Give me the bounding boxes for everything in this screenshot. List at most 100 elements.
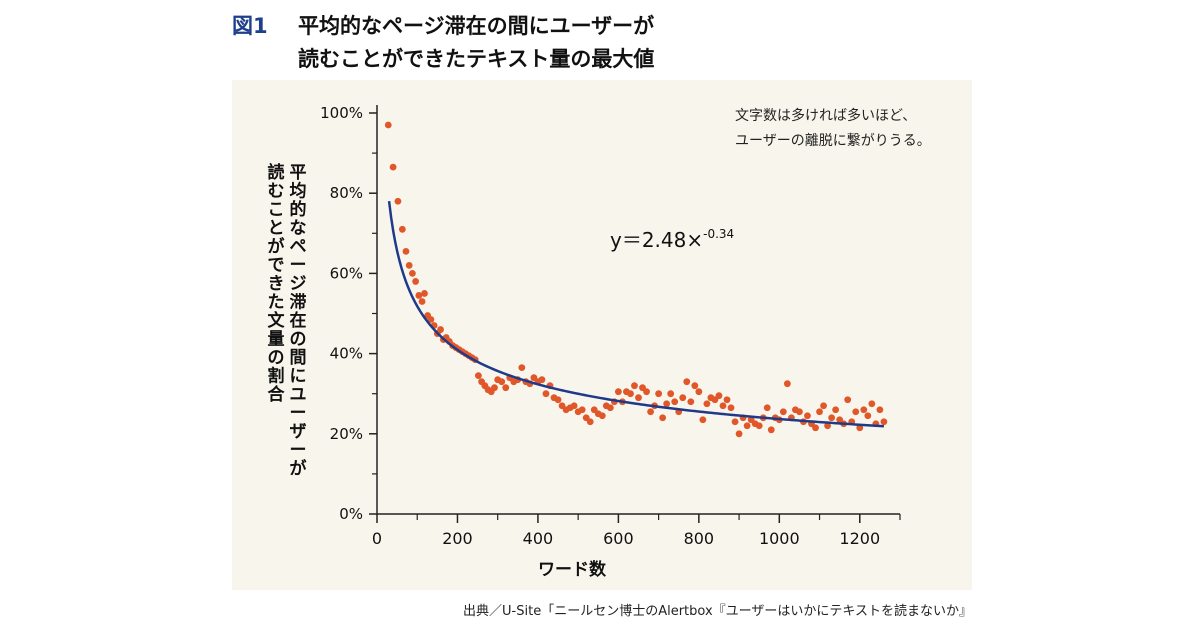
data-points: [384, 121, 888, 438]
data-point: [398, 225, 406, 233]
data-point: [695, 388, 703, 396]
data-point: [570, 402, 578, 410]
data-point: [860, 406, 868, 414]
data-point: [415, 292, 423, 299]
data-point: [502, 384, 510, 392]
data-point: [671, 398, 679, 406]
fit-equation-label: y＝2.48×-0.34: [610, 227, 734, 252]
data-point: [783, 380, 791, 388]
data-point: [844, 396, 852, 404]
data-point: [723, 396, 731, 404]
fit-equation-exponent: -0.34: [703, 227, 734, 241]
figure-title-line-2: 読むことができたテキスト量の最大値: [298, 47, 655, 71]
x-axis-label: ワード数: [538, 559, 607, 580]
data-point: [643, 388, 650, 396]
data-point: [804, 412, 811, 420]
x-tick-label: 800: [684, 529, 715, 548]
data-point: [864, 412, 872, 420]
annotation-line-2: ユーザーの離脱に繋がりうる。: [735, 132, 931, 149]
y-tick-label: 40%: [330, 345, 363, 363]
data-point: [735, 430, 743, 438]
data-point: [824, 422, 831, 430]
data-point: [389, 163, 397, 171]
x-tick-label: 0: [372, 529, 382, 548]
annotation-line-1: 文字数は多ければ多いほど、: [735, 107, 916, 124]
data-point: [659, 414, 667, 422]
chart-panel: [232, 80, 972, 590]
x-tick-label: 600: [603, 529, 634, 548]
scatter-chart: 0% 20% 40% 60% 80% 100% 0 200 400 600 800 1000 1200…: [268, 104, 931, 580]
data-point: [405, 261, 413, 269]
y-tick-label: 60%: [330, 264, 363, 282]
data-point: [719, 402, 727, 410]
data-point: [683, 378, 691, 386]
data-point: [554, 396, 562, 404]
data-point: [655, 390, 663, 398]
source-credit: 出典／U-Site「ニールセン博士のAlertbox『ユーザーはいかにテキストを…: [463, 604, 972, 619]
axes: [376, 105, 900, 515]
x-ticks: 0 200 400 600 800 1000 1200: [372, 514, 901, 548]
data-point: [679, 394, 687, 402]
data-point: [437, 326, 444, 333]
data-point: [868, 400, 876, 408]
data-point: [384, 121, 392, 129]
data-point: [627, 390, 634, 398]
data-point: [767, 426, 775, 434]
y-tick-label: 100%: [320, 104, 363, 122]
data-point: [731, 418, 739, 426]
data-point: [518, 364, 526, 372]
data-point: [876, 406, 884, 414]
data-point: [663, 400, 671, 408]
figure-title: 平均的なページ滞在の間にユーザーが 読むことができたテキスト量の最大値: [298, 10, 654, 76]
data-point: [880, 418, 888, 426]
data-point: [635, 394, 642, 402]
data-point: [402, 247, 410, 255]
data-point: [491, 384, 498, 392]
data-point: [542, 390, 550, 398]
data-point: [418, 298, 426, 305]
y-ticks: 0% 20% 40% 60% 80% 100%: [320, 104, 377, 523]
data-point: [421, 290, 428, 297]
data-point: [614, 388, 622, 396]
data-point: [812, 424, 819, 432]
data-point: [703, 400, 711, 408]
data-point: [832, 406, 840, 414]
data-point: [727, 404, 735, 412]
x-tick-label: 1000: [759, 529, 800, 548]
figure-title-line-1: 平均的なページ滞在の間にユーザーが: [298, 14, 655, 38]
data-point: [538, 376, 546, 384]
data-point: [820, 402, 827, 410]
data-point: [699, 416, 707, 424]
data-point: [755, 422, 763, 430]
data-point: [578, 406, 586, 414]
data-point: [606, 404, 614, 412]
data-point: [427, 316, 435, 323]
data-point: [796, 408, 803, 416]
data-point: [598, 412, 606, 420]
data-point: [691, 382, 699, 390]
data-point: [647, 408, 654, 416]
data-point: [828, 414, 836, 422]
data-point: [409, 270, 416, 277]
x-tick-label: 1200: [839, 529, 880, 548]
data-point: [715, 392, 723, 400]
data-point: [779, 408, 787, 416]
fit-curve: [387, 200, 884, 428]
data-point: [412, 278, 420, 285]
y-axis-label-line: 平均的なページ滞在の間にユーザーが: [290, 163, 307, 479]
data-point: [852, 408, 860, 416]
data-point: [394, 197, 402, 205]
data-point: [586, 418, 594, 426]
y-tick-label: 20%: [330, 425, 363, 443]
fit-equation-base: y＝2.48×: [610, 228, 703, 252]
data-point: [816, 408, 823, 416]
y-tick-label: 80%: [330, 184, 363, 202]
x-tick-label: 400: [523, 529, 554, 548]
y-tick-label: 0%: [339, 505, 363, 523]
data-point: [743, 422, 751, 430]
data-point: [631, 382, 638, 390]
data-point: [498, 378, 506, 386]
data-point: [763, 404, 771, 412]
figure-label: 図1: [232, 14, 268, 38]
